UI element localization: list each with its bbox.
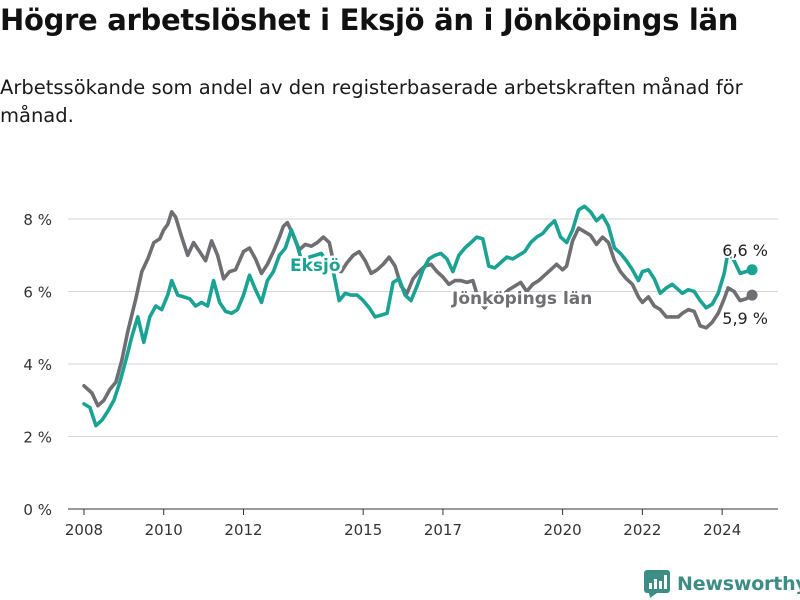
end-value-label-jonkoping: 5,9 % [722, 309, 768, 328]
y-tick-label: 8 % [23, 211, 52, 229]
chart-title: Högre arbetslöshet i Eksjö än i Jönköpin… [0, 3, 739, 37]
series-line [82, 204, 754, 428]
y-tick-label: 4 % [23, 356, 52, 374]
x-tick-label: 2017 [424, 521, 462, 539]
newsworthy-logo-icon [644, 570, 670, 598]
x-tick-label: 2010 [145, 521, 183, 539]
x-tick-label: 2022 [623, 521, 661, 539]
x-tick-label: 2024 [703, 521, 741, 539]
x-axis: 2008 2010 2012 2015 2017 2020 2022 2024 [65, 508, 778, 539]
x-tick-label: 2012 [224, 521, 262, 539]
brand: Newsworthy [644, 570, 800, 598]
y-tick-label: 2 % [23, 429, 52, 447]
y-tick-label: 0 % [23, 501, 52, 519]
grid-lines [68, 218, 778, 437]
series-label-jonkoping: Jönköpings län [451, 289, 592, 309]
y-tick-label: 6 % [23, 284, 52, 302]
y-axis: 0 % 2 % 4 % 6 % 8 % [23, 211, 52, 519]
x-tick-label: 2015 [344, 521, 382, 539]
end-value-label-eksjo: 6,6 % [722, 241, 768, 260]
series-end-point [746, 264, 758, 276]
series-labels: Eksjö Jönköpings län 6,6 % 5,9 % [288, 239, 771, 330]
series-label-eksjo: Eksjö [290, 256, 341, 276]
series-end-point [746, 289, 758, 301]
x-tick-label: 2020 [544, 521, 582, 539]
chart-subtitle: Arbetssökande som andel av den registerb… [0, 76, 743, 127]
brand-name: Newsworthy [677, 573, 800, 595]
series-line [82, 210, 754, 408]
series-lines [82, 204, 758, 428]
x-tick-label: 2008 [65, 521, 103, 539]
